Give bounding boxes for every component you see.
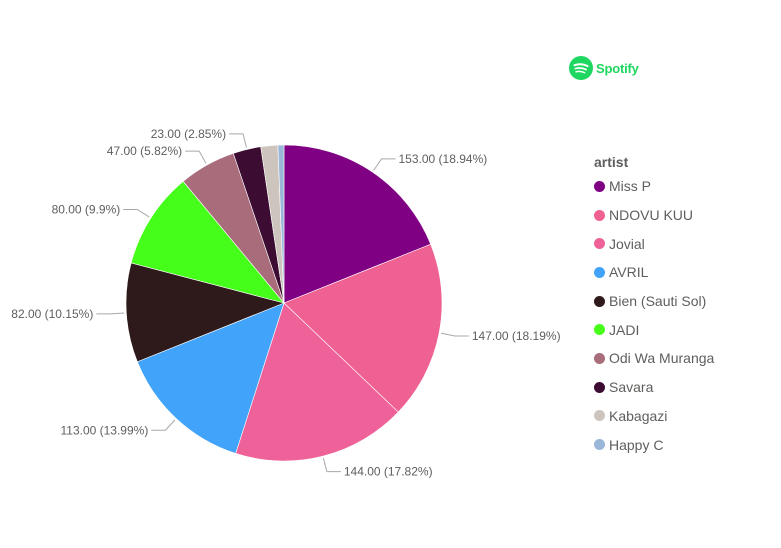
legend-item[interactable]: Happy C — [594, 430, 714, 459]
legend-label: Kabagazi — [609, 407, 668, 424]
legend-swatch — [594, 209, 605, 221]
data-label: 23.00 (2.85%) — [151, 127, 226, 141]
pie-slice-jovial[interactable] — [235, 302, 399, 462]
legend-item[interactable]: Odi Wa Muranga — [594, 344, 714, 373]
legend-swatch — [594, 410, 605, 422]
spotify-wordmark: Spotify — [596, 60, 639, 76]
legend-swatch — [594, 324, 605, 336]
legend-item[interactable]: Jovial — [594, 229, 714, 258]
spotify-logo: Spotify — [569, 56, 639, 80]
pie-slice-ndovu-kuu[interactable] — [283, 243, 443, 413]
leader-line — [123, 208, 150, 218]
legend-swatch — [594, 238, 605, 250]
pie-slice-bien-sauti-sol[interactable] — [125, 262, 285, 363]
legend-swatch — [594, 180, 605, 192]
legend-swatch — [594, 266, 605, 278]
data-label: 147.00 (18.19%) — [472, 329, 561, 343]
legend-swatch — [594, 381, 605, 393]
leader-line — [373, 158, 396, 171]
legend-label: Odi Wa Muranga — [609, 350, 715, 367]
legend-label: Happy C — [609, 436, 664, 453]
legend-item[interactable]: AVRIL — [594, 258, 714, 287]
legend-label: Savara — [609, 379, 654, 396]
data-label: 153.00 (18.94%) — [399, 152, 488, 166]
data-label: 82.00 (10.15%) — [11, 307, 93, 321]
leader-line — [185, 150, 207, 164]
legend-item[interactable]: Kabagazi — [594, 402, 714, 431]
leader-line — [96, 312, 125, 315]
legend-label: Miss P — [609, 178, 651, 195]
data-label: 47.00 (5.82%) — [107, 144, 182, 158]
leader-line — [441, 332, 469, 337]
legend-label: Bien (Sauti Sol) — [609, 293, 707, 310]
legend-title: artist — [594, 154, 629, 170]
legend-item[interactable]: Miss P — [594, 172, 714, 201]
spotify-icon — [569, 56, 593, 80]
leader-line — [229, 133, 247, 148]
leader-line — [151, 419, 176, 431]
legend-label: NDOVU KUU — [609, 207, 694, 224]
pie-slice-avril[interactable] — [136, 302, 285, 454]
legend-label: JADI — [609, 321, 640, 338]
legend-swatch — [594, 295, 605, 307]
legend-swatch — [594, 439, 605, 451]
data-label: 113.00 (13.99%) — [60, 423, 148, 437]
leader-line — [322, 457, 341, 473]
legend-item[interactable]: JADI — [594, 315, 714, 344]
legend-label: Jovial — [609, 235, 645, 252]
legend-label: AVRIL — [609, 264, 649, 281]
legend-item[interactable]: Savara — [594, 373, 714, 402]
legend-items: Miss P NDOVU KUU Jovial AVRIL Bien (Sauti So… — [594, 172, 714, 459]
pie-slice-jadi[interactable] — [130, 180, 285, 304]
pie-slice-miss-p[interactable] — [283, 144, 432, 304]
legend: artist Miss P NDOVU KUU Jovial AVRIL Bien (S… — [594, 152, 714, 459]
data-label: 80.00 (9.9%) — [52, 202, 121, 216]
legend-item[interactable]: NDOVU KUU — [594, 201, 714, 230]
data-label: 144.00 (17.82%) — [344, 465, 433, 479]
legend-item[interactable]: Bien (Sauti Sol) — [594, 287, 714, 316]
legend-swatch — [594, 352, 605, 364]
pie-slice-happy-c[interactable] — [277, 144, 285, 304]
